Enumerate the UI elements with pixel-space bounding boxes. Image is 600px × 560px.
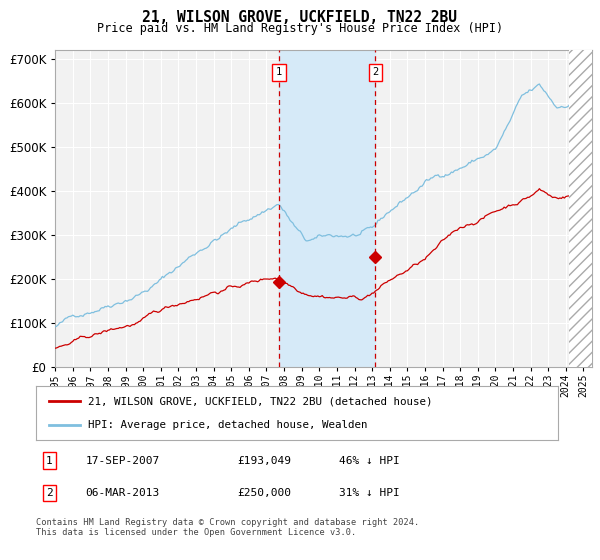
Bar	[569, 50, 592, 367]
Text: 21, WILSON GROVE, UCKFIELD, TN22 2BU (detached house): 21, WILSON GROVE, UCKFIELD, TN22 2BU (de…	[88, 396, 433, 407]
Text: Contains HM Land Registry data © Crown copyright and database right 2024.
This d: Contains HM Land Registry data © Crown c…	[36, 518, 419, 538]
Text: 1: 1	[276, 67, 282, 77]
Text: 17-SEP-2007: 17-SEP-2007	[86, 456, 160, 465]
Text: 06-MAR-2013: 06-MAR-2013	[86, 488, 160, 498]
Text: Price paid vs. HM Land Registry's House Price Index (HPI): Price paid vs. HM Land Registry's House …	[97, 22, 503, 35]
Bar	[279, 50, 375, 367]
Text: 2: 2	[46, 488, 52, 498]
Text: 1: 1	[46, 456, 52, 465]
Bar	[569, 50, 592, 367]
Text: £193,049: £193,049	[237, 456, 291, 465]
Text: 31% ↓ HPI: 31% ↓ HPI	[339, 488, 400, 498]
Text: £250,000: £250,000	[237, 488, 291, 498]
Text: 2: 2	[372, 67, 379, 77]
Text: 46% ↓ HPI: 46% ↓ HPI	[339, 456, 400, 465]
Text: 21, WILSON GROVE, UCKFIELD, TN22 2BU: 21, WILSON GROVE, UCKFIELD, TN22 2BU	[143, 10, 458, 25]
Text: HPI: Average price, detached house, Wealden: HPI: Average price, detached house, Weal…	[88, 419, 368, 430]
